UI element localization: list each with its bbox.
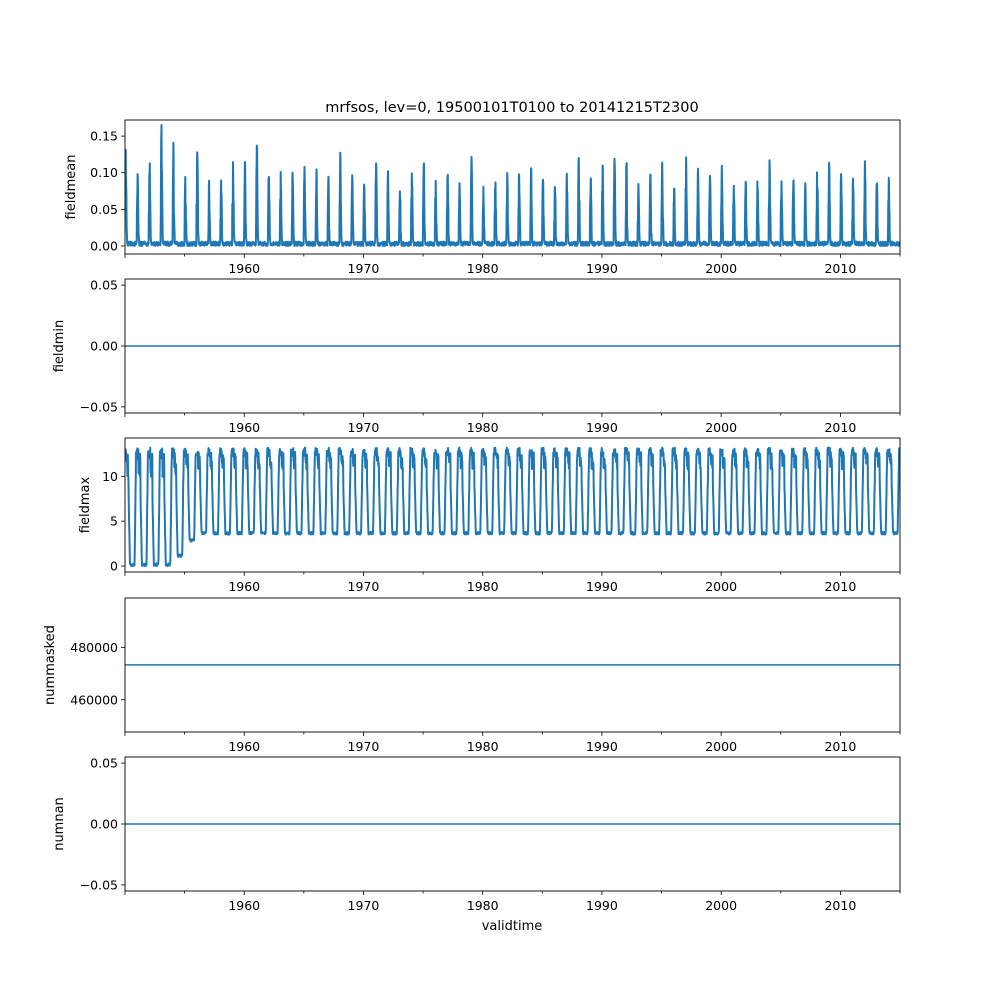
x-tick-label: 1990: [586, 420, 618, 435]
y-axis-label: fieldmax: [78, 477, 93, 534]
y-axis-label: nummasked: [43, 625, 58, 705]
y-tick-label: 0.00: [90, 339, 118, 354]
y-tick-label: 0.00: [90, 238, 118, 253]
y-tick-label: 0.00: [90, 817, 118, 832]
axes-frame: [124, 119, 901, 255]
axes-frame: [124, 597, 901, 733]
series-line-fieldmax: [125, 446, 900, 567]
x-tick-label: 1990: [586, 739, 618, 754]
y-tick-label: 0: [110, 558, 118, 573]
x-tick-label: 1980: [467, 420, 499, 435]
y-axis-label: fieldmin: [52, 320, 67, 373]
x-tick-label: 1970: [348, 579, 380, 594]
y-tick-label: 460000: [70, 692, 118, 707]
subplot-numnan: 1960 1970 1980 1990 2000 2010 −0.05 0.00 0.05 num…: [52, 756, 901, 913]
subplot-fieldmean: 1960 1970 1980 1990 2000 2010 0.00 0.05 0.10 0.15…: [64, 119, 901, 276]
y-tick-label: −0.05: [80, 877, 118, 892]
x-axis-label: validtime: [482, 919, 543, 934]
x-tick-label: 1970: [348, 261, 380, 276]
x-tick-label: 2010: [824, 898, 856, 913]
x-tick-label: 1990: [586, 898, 618, 913]
y-axis-label: fieldmean: [64, 155, 79, 220]
x-tick-label: 1970: [348, 898, 380, 913]
x-tick-label: 1990: [586, 261, 618, 276]
x-tick-label: 1960: [228, 898, 260, 913]
x-tick-label: 1960: [228, 739, 260, 754]
y-tick-label: 10: [102, 469, 118, 484]
x-tick-label: 2000: [705, 739, 737, 754]
x-tick-label: 2010: [824, 261, 856, 276]
y-tick-label: 0.15: [90, 129, 118, 144]
axes-frame: [124, 437, 901, 573]
subplot-fieldmax: 1960 1970 1980 1990 2000 2010 0 5 10 fieldmax: [78, 437, 901, 594]
y-tick-label: −0.05: [80, 399, 118, 414]
y-tick-label: 0.05: [90, 202, 118, 217]
series-line-fieldmean: [125, 124, 900, 247]
x-tick-label: 1970: [348, 420, 380, 435]
x-tick-label: 1960: [228, 579, 260, 594]
y-tick-label: 0.05: [90, 278, 118, 293]
x-tick-label: 1970: [348, 739, 380, 754]
y-tick-label: 480000: [70, 640, 118, 655]
x-tick-label: 2010: [824, 739, 856, 754]
y-axis-label: numnan: [52, 797, 67, 851]
x-tick-label: 2010: [824, 420, 856, 435]
x-tick-label: 1980: [467, 261, 499, 276]
x-tick-label: 2000: [705, 579, 737, 594]
y-tick-label: 0.05: [90, 756, 118, 771]
x-tick-label: 1990: [586, 579, 618, 594]
x-tick-label: 1980: [467, 579, 499, 594]
y-tick-label: 0.10: [90, 165, 118, 180]
x-tick-label: 1980: [467, 739, 499, 754]
x-tick-label: 1980: [467, 898, 499, 913]
x-tick-label: 2000: [705, 898, 737, 913]
subplot-nummasked: 1960 1970 1980 1990 2000 2010 460000 480000 numm…: [43, 597, 901, 754]
x-tick-label: 2000: [705, 420, 737, 435]
x-tick-label: 1960: [228, 261, 260, 276]
x-tick-label: 2010: [824, 579, 856, 594]
subplot-fieldmin: 1960 1970 1980 1990 2000 2010 −0.05 0.00 0.05 fie…: [52, 278, 901, 435]
subplots: 1960 1970 1980 1990 2000 2010 0.00 0.05 0.10 0.15…: [43, 119, 901, 913]
x-tick-label: 1960: [228, 420, 260, 435]
y-tick-label: 5: [110, 514, 118, 529]
x-tick-label: 2000: [705, 261, 737, 276]
chart-title: mrfsos, lev=0, 19500101T0100 to 20141215…: [325, 100, 698, 116]
